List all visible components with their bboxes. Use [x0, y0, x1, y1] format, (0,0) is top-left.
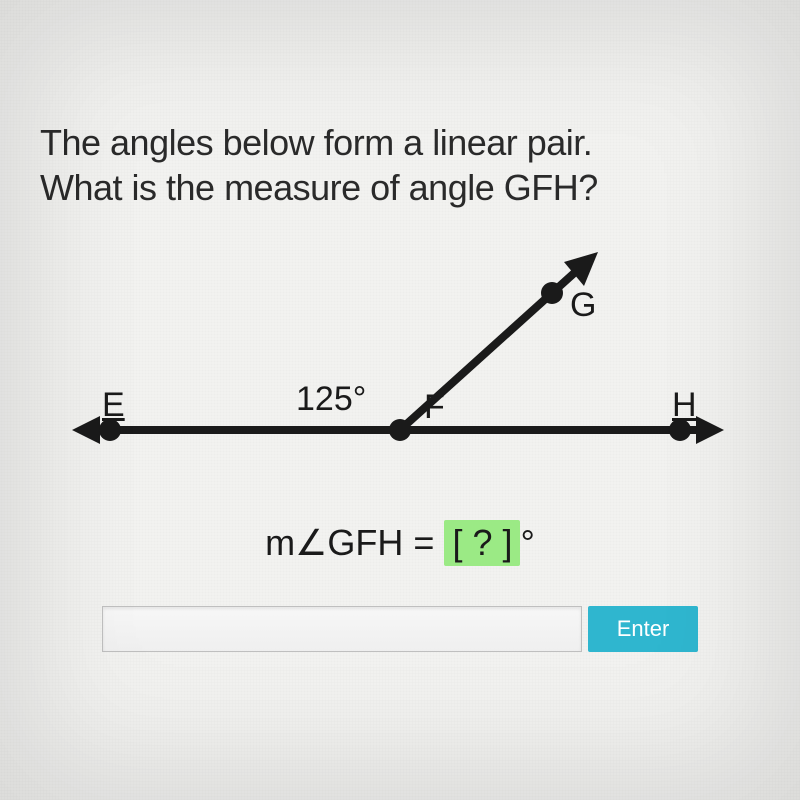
diagram-svg: [40, 230, 760, 510]
answer-input[interactable]: [102, 606, 582, 652]
arrow-left: [72, 416, 100, 444]
point-g: [541, 282, 563, 304]
question-line-1: The angles below form a linear pair.: [40, 122, 592, 163]
enter-button[interactable]: Enter: [588, 606, 698, 652]
equation: m∠GFH = [ ? ]°: [40, 520, 760, 566]
arrow-right: [696, 416, 724, 444]
label-f: F: [424, 388, 445, 427]
question-line-2: What is the measure of angle GFH?: [40, 167, 598, 208]
question-text: The angles below form a linear pair. Wha…: [40, 120, 760, 210]
geometry-diagram: E F H G 125°: [40, 230, 760, 510]
point-f: [389, 419, 411, 441]
equation-degree: °: [520, 522, 534, 563]
equation-equals: =: [403, 522, 444, 563]
answer-placeholder: [ ? ]: [444, 520, 520, 566]
label-h: H: [672, 386, 697, 425]
given-angle-value: 125°: [296, 380, 366, 419]
equation-prefix: m: [265, 522, 295, 563]
equation-angle-name: GFH: [327, 522, 403, 563]
answer-row: Enter: [40, 606, 760, 652]
label-e: E: [102, 386, 125, 425]
label-g: G: [570, 286, 596, 325]
angle-symbol: ∠: [295, 522, 327, 563]
